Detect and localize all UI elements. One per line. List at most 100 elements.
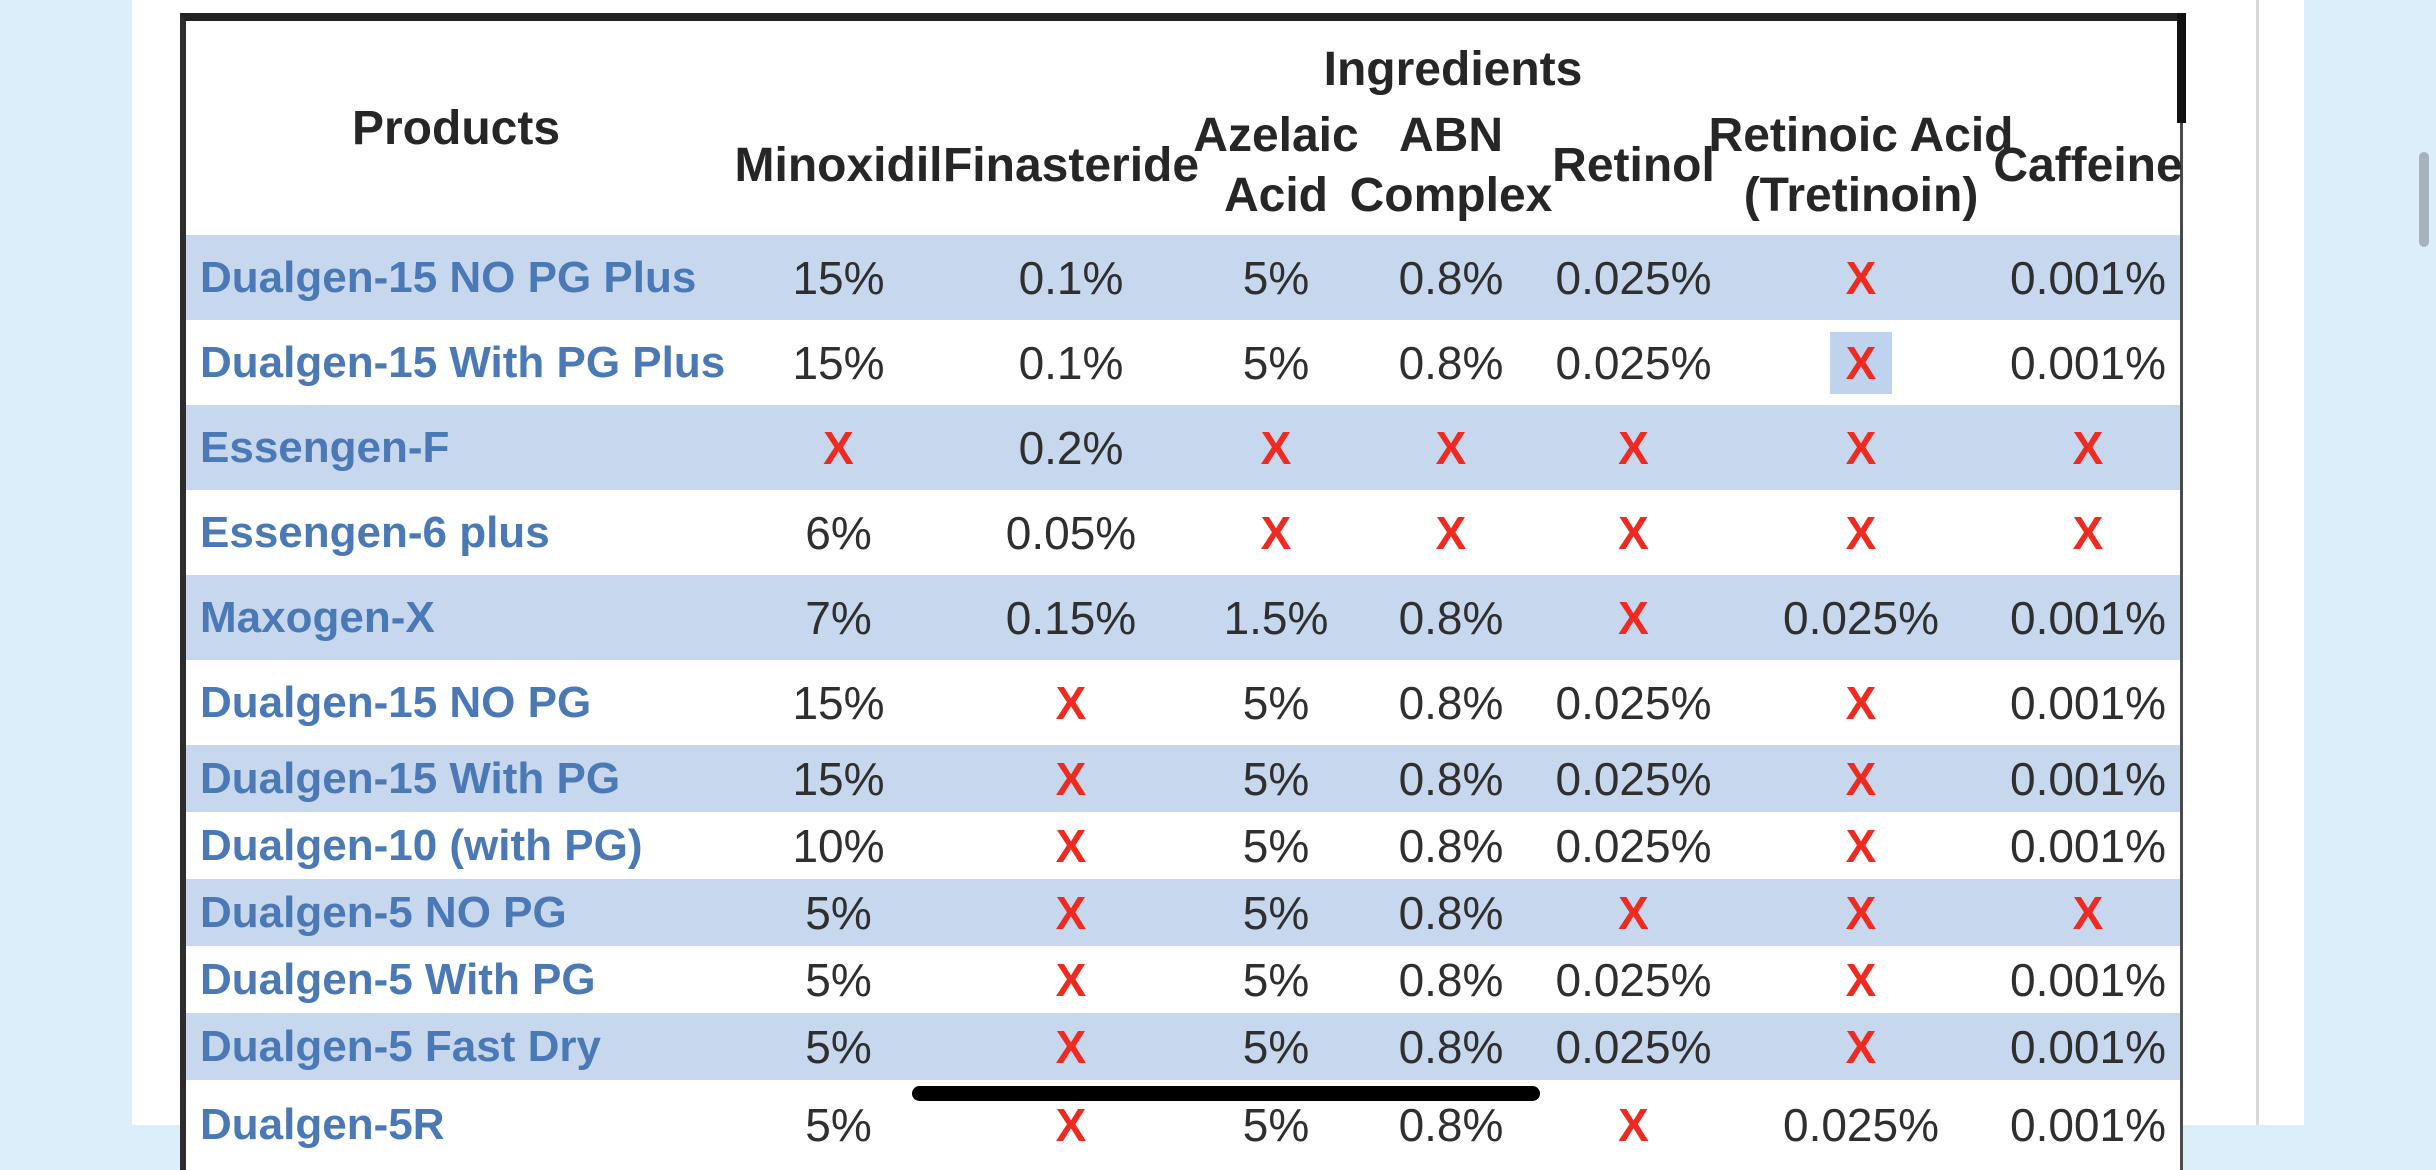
not-included-x-mark: X: [1845, 421, 1877, 474]
ingredient-value-cell: 0.8%: [1361, 676, 1541, 730]
ingredient-value-cell: X: [1541, 591, 1726, 645]
product-link[interactable]: Essengen-F: [200, 422, 450, 472]
product-link[interactable]: Dualgen-15 With PG Plus: [200, 337, 726, 387]
ingredient-value-cell: 0.8%: [1361, 1020, 1541, 1074]
table-right-border-segment: [2177, 13, 2186, 123]
ingredient-percentage: 0.001%: [2009, 676, 2166, 729]
ingredient-value-cell: X: [1541, 886, 1726, 940]
ingredient-percentage: 0.001%: [2009, 1099, 2166, 1151]
ingredient-value-cell: X: [1726, 752, 1996, 806]
ingredient-percentage: 15%: [792, 752, 885, 805]
ingredient-percentage: 15%: [792, 676, 885, 729]
not-included-x-mark: X: [1055, 953, 1087, 1006]
table-row: Dualgen-15 NO PG Plus 15% 0.1% 5% 0.8% 0.025%…: [186, 235, 2180, 320]
not-included-x-mark: X: [1845, 1020, 1877, 1073]
ingredient-value-cell: 0.025%: [1541, 336, 1726, 390]
ingredient-value-cell: 10%: [726, 819, 951, 873]
ingredient-percentage: 5%: [1242, 676, 1310, 729]
ingredient-value-cell: 0.8%: [1361, 251, 1541, 305]
ingredient-value-cell: 0.025%: [1726, 591, 1996, 645]
browser-scrollbar-thumb[interactable]: [2419, 152, 2429, 247]
not-included-x-mark: X: [1845, 819, 1877, 872]
not-included-x-mark: X: [1618, 886, 1649, 939]
ingredient-value-cell: X: [1726, 886, 1996, 940]
not-included-x-mark: X: [1845, 506, 1877, 559]
ingredient-value-cell: 0.001%: [1996, 1098, 2180, 1152]
ingredient-value-cell: 0.001%: [1996, 752, 2180, 806]
ingredient-percentage: 0.001%: [2009, 1020, 2166, 1073]
ingredient-value-cell: X: [1996, 506, 2180, 560]
not-included-x-mark: X: [1845, 752, 1877, 805]
ingredient-percentage: 0.8%: [1398, 676, 1504, 729]
ingredient-value-cell: X: [1726, 506, 1996, 560]
product-link[interactable]: Dualgen-5 NO PG: [200, 887, 567, 937]
ingredient-percentage: 0.8%: [1398, 886, 1504, 939]
not-included-x-mark: X: [1435, 421, 1467, 474]
ingredient-value-cell: 0.001%: [1996, 336, 2180, 390]
ingredient-value-cell: X: [951, 752, 1191, 806]
ingredient-percentage: 0.025%: [1555, 676, 1712, 729]
product-link[interactable]: Dualgen-5 With PG: [200, 954, 596, 1004]
ingredient-percentage: 0.001%: [2009, 591, 2166, 644]
ingredient-value-cell: 5%: [1191, 251, 1361, 305]
ingredient-value-cell: X: [1361, 506, 1541, 560]
ingredient-value-cell: 5%: [1191, 336, 1361, 390]
ingredient-value-cell: 0.001%: [1996, 251, 2180, 305]
ingredient-value-cell: 5%: [726, 1020, 951, 1074]
ingredient-value-cell: X: [1996, 421, 2180, 475]
product-link[interactable]: Dualgen-15 NO PG: [200, 677, 592, 727]
ingredient-value-cell: X: [1996, 886, 2180, 940]
ingredient-percentage: 0.025%: [1555, 336, 1712, 389]
ingredient-percentage: 0.15%: [1005, 591, 1137, 644]
ingredient-value-cell: X: [1726, 331, 1996, 394]
ingredient-value-cell: 5%: [1191, 1098, 1361, 1152]
column-header-abn: ABN Complex: [1349, 109, 1553, 222]
ingredient-value-cell: 5%: [726, 886, 951, 940]
ingredient-value-cell: 0.8%: [1361, 953, 1541, 1007]
table-header: Products Ingredients Minoxidil Finasterid…: [186, 21, 2183, 235]
ingredient-value-cell: 5%: [726, 1098, 951, 1152]
ingredient-value-cell: 6%: [726, 506, 951, 560]
ingredient-value-cell: X: [951, 676, 1191, 730]
ingredient-value-cell: 0.8%: [1361, 886, 1541, 940]
ingredient-percentage: 7%: [805, 591, 872, 644]
ingredient-percentage: 0.001%: [2009, 953, 2166, 1006]
table-row: Dualgen-5 Fast Dry 5% X 5% 0.8% 0.025% X 0.001%: [186, 1013, 2180, 1080]
ingredient-value-cell: X: [951, 819, 1191, 873]
ingredient-percentage: 5%: [1242, 1020, 1310, 1073]
product-link[interactable]: Dualgen-15 NO PG Plus: [200, 252, 697, 302]
table-row: Essengen-F X 0.2% X X X X X: [186, 405, 2180, 490]
ingredient-value-cell: 15%: [726, 251, 951, 305]
ingredient-value-cell: 5%: [1191, 886, 1361, 940]
ingredient-value-cell: 0.025%: [1541, 819, 1726, 873]
ingredient-value-cell: X: [1726, 676, 1996, 730]
ingredient-value-cell: 0.8%: [1361, 336, 1541, 390]
product-link[interactable]: Dualgen-15 With PG: [200, 753, 621, 803]
ingredient-percentage: 5%: [1242, 251, 1310, 304]
table-row: Essengen-6 plus 6% 0.05% X X X X X: [186, 490, 2180, 575]
table-row: Dualgen-5 NO PG 5% X 5% 0.8% X X X: [186, 879, 2180, 946]
not-included-x-mark: X: [1055, 819, 1087, 872]
ingredient-percentage: 5%: [1242, 886, 1310, 939]
product-link[interactable]: Dualgen-10 (with PG): [200, 820, 643, 870]
ingredient-value-cell: 0.8%: [1361, 752, 1541, 806]
ingredient-percentage: 5%: [1242, 953, 1310, 1006]
ingredient-value-cell: X: [1191, 506, 1361, 560]
not-included-x-mark: X: [1055, 752, 1087, 805]
product-link[interactable]: Dualgen-5R: [200, 1100, 445, 1149]
home-indicator-bar[interactable]: [912, 1086, 1540, 1101]
not-included-x-mark: X: [1829, 331, 1893, 394]
ingredient-value-cell: 15%: [726, 752, 951, 806]
not-included-x-mark: X: [1618, 506, 1649, 559]
ingredient-percentage: 0.8%: [1398, 336, 1504, 389]
ingredient-value-cell: 7%: [726, 591, 951, 645]
ingredient-value-cell: 0.001%: [1996, 676, 2180, 730]
ingredient-percentage: 0.2%: [1018, 421, 1124, 474]
ingredient-percentage: 0.025%: [1555, 953, 1712, 1006]
product-link[interactable]: Dualgen-5 Fast Dry: [200, 1021, 601, 1071]
ingredient-percentage: 6%: [805, 506, 872, 559]
ingredient-value-cell: 0.2%: [951, 421, 1191, 475]
product-link[interactable]: Maxogen-X: [200, 592, 435, 642]
table-row: Dualgen-15 With PG Plus 15% 0.1% 5% 0.8% 0.02…: [186, 320, 2180, 405]
product-link[interactable]: Essengen-6 plus: [200, 507, 550, 557]
